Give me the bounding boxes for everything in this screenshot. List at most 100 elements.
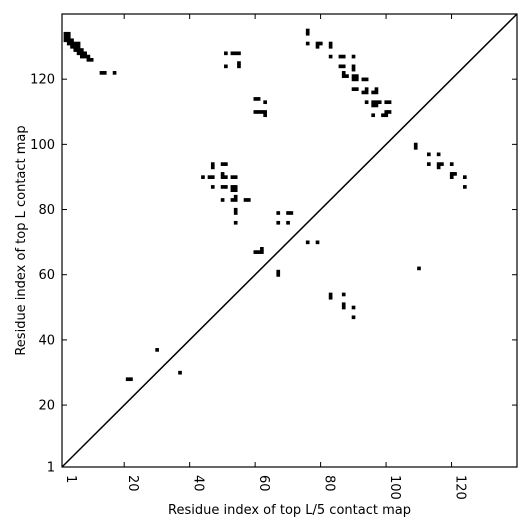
contact-point (345, 74, 349, 78)
contact-point (371, 103, 376, 108)
contact-point (341, 71, 346, 75)
contact-point (230, 51, 235, 56)
contact-point (315, 240, 320, 245)
contact-point (318, 41, 323, 46)
contact-point (328, 54, 333, 59)
contact-point (305, 28, 310, 33)
contact-point (426, 162, 431, 166)
contact-point (374, 103, 379, 108)
contact-point (305, 31, 310, 36)
contact-point (417, 266, 421, 271)
contact-point (210, 185, 215, 189)
contact-point (361, 77, 366, 82)
contact-point (230, 188, 235, 193)
contact-point (449, 172, 454, 176)
contact-point (70, 38, 74, 43)
contact-point (86, 54, 91, 59)
contact-point (341, 64, 346, 69)
contact-point (364, 100, 369, 105)
diagonal-line (61, 13, 518, 468)
contact-point (220, 175, 225, 179)
contact-point (70, 41, 74, 46)
contact-point (230, 175, 235, 179)
contact-point (224, 162, 228, 166)
contact-point (89, 57, 94, 62)
x-tick-label: 80 (322, 475, 337, 492)
y-tick-label: 60 (38, 268, 55, 283)
x-axis-label: Residue index of top L/5 contact map (168, 503, 411, 518)
contact-point (315, 44, 320, 49)
contact-point (220, 162, 225, 166)
contact-point (83, 54, 87, 59)
contact-point (63, 38, 68, 43)
contact-point (289, 211, 294, 215)
contact-point (220, 198, 225, 202)
contact-point (462, 175, 467, 179)
contact-point (178, 370, 182, 375)
contact-point (233, 198, 238, 202)
contact-point (387, 100, 392, 105)
contact-point (315, 41, 320, 46)
contact-point (351, 64, 356, 69)
plot-frame (61, 13, 518, 468)
contact-point (371, 90, 376, 95)
contact-point (63, 35, 68, 39)
contact-point (233, 211, 238, 215)
contact-point (243, 198, 248, 202)
contact-point (224, 175, 228, 179)
contact-point (328, 41, 333, 46)
contact-point (341, 74, 346, 78)
contact-point (73, 41, 78, 46)
y-tick-label: 1 (47, 461, 55, 476)
contact-point (83, 51, 87, 56)
contact-point (66, 38, 71, 43)
contact-point (338, 54, 343, 59)
contact-point (224, 185, 228, 189)
contact-point (384, 110, 389, 114)
contact-point (99, 71, 104, 75)
contact-point (371, 100, 376, 105)
contact-point (341, 54, 346, 59)
y-tick-label: 100 (30, 138, 55, 153)
contact-point (233, 51, 238, 56)
contact-point (233, 207, 238, 212)
contact-point (286, 211, 290, 215)
contact-point (364, 77, 369, 82)
contact-point (341, 305, 346, 310)
x-tick-label: 100 (387, 475, 402, 500)
contact-point (210, 162, 215, 166)
contact-point (276, 220, 281, 225)
contact-point (66, 35, 71, 39)
contact-point (341, 302, 346, 307)
contact-point (351, 315, 356, 320)
contact-point (125, 377, 130, 382)
contact-point (246, 198, 251, 202)
contact-point (436, 165, 441, 170)
contact-point (351, 305, 356, 310)
contact-point (364, 87, 369, 91)
contact-point (305, 41, 310, 46)
contact-point (80, 54, 84, 59)
contact-point (207, 175, 212, 179)
contact-point (354, 74, 359, 78)
contact-point (286, 220, 290, 225)
contact-point (354, 87, 359, 91)
contact-point (361, 90, 366, 95)
y-axis-label: Residue index of top L contact map (14, 125, 29, 355)
contact-point (364, 90, 369, 95)
contact-point (449, 175, 454, 179)
contact-point (341, 292, 346, 297)
contact-point (63, 31, 68, 36)
contact-point (129, 377, 133, 382)
x-tick-label: 120 (453, 475, 468, 500)
contact-point (387, 110, 392, 114)
contact-point (76, 41, 81, 46)
x-axis-ticks: 1 20 40 60 80 100 120 (61, 14, 468, 500)
contact-point (276, 269, 281, 274)
contact-point (66, 31, 71, 36)
contact-point (102, 71, 107, 75)
contact-point (276, 211, 281, 215)
contact-point (256, 97, 261, 101)
